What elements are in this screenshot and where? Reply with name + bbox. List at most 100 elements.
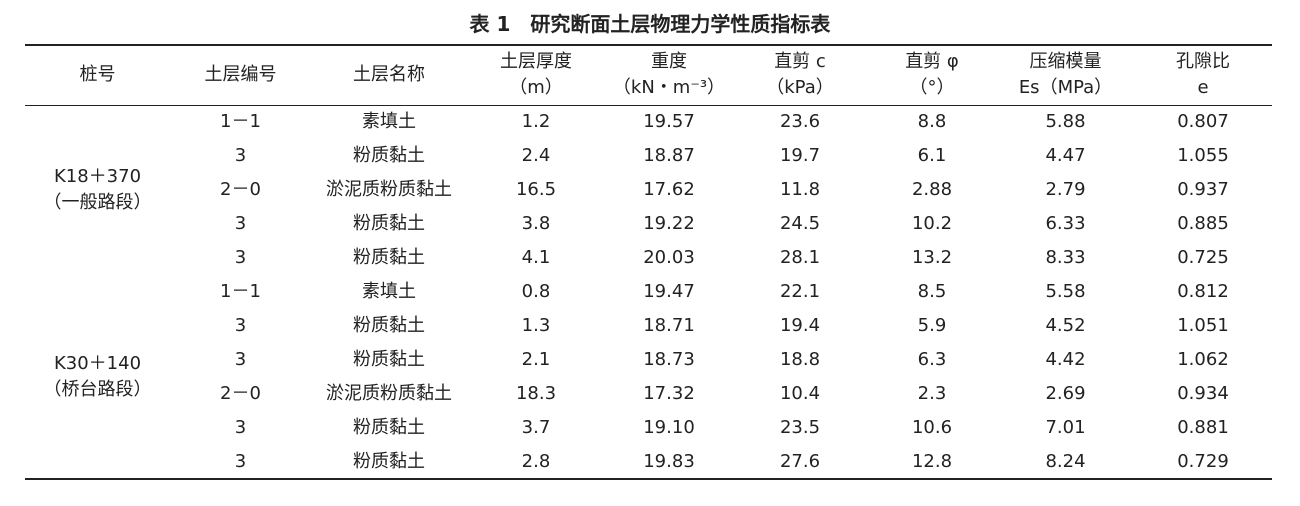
- cell-line: 孔隙比: [1176, 51, 1230, 73]
- table-cell: 淤泥质粉质黏土: [326, 383, 452, 404]
- table-cell: 粉质黏土: [353, 349, 425, 370]
- table-cell: 5.58: [1045, 281, 1086, 302]
- cell-line: 土层厚度: [500, 51, 572, 73]
- table-cell: 素填土: [362, 281, 416, 302]
- table-cell: 16.5: [515, 179, 557, 200]
- table-cell: 2.8: [521, 450, 551, 472]
- table-cell: 18.87: [643, 145, 695, 166]
- table-cell: 10.6: [911, 417, 953, 438]
- table-cell: 12.8: [911, 450, 953, 472]
- table-cell: 7.01: [1045, 417, 1086, 438]
- table-cell: 13.2: [911, 247, 953, 268]
- table-cell: 2－0: [220, 179, 261, 200]
- table-cell: 0.729: [1177, 450, 1229, 472]
- table-cell: 2.79: [1045, 179, 1086, 200]
- cell-line: （桥台路段）: [43, 378, 152, 400]
- table-cell: 3: [234, 315, 247, 336]
- table-cell: 2.69: [1045, 383, 1086, 404]
- cell-line: 桩号: [79, 64, 116, 86]
- table-row: 2－0 淤泥质粉质黏土 16.5 17.62 11.8 2.88 2.79 0.937: [25, 173, 1272, 207]
- table-cell: 1.3: [521, 315, 551, 336]
- table-cell: 2.4: [521, 145, 551, 166]
- table-cell: 淤泥质粉质黏土: [326, 179, 452, 200]
- table-cell: 27.6: [779, 450, 821, 472]
- header-cell: 压缩模量 Es（MPa）: [997, 45, 1134, 105]
- table-cell: 19.57: [643, 111, 695, 133]
- table-cell: 8.33: [1045, 247, 1086, 268]
- table-cell: 8.5: [917, 281, 947, 302]
- table-cell: 粉质黏土: [353, 145, 425, 166]
- cell-line: K18＋370: [53, 166, 142, 188]
- table-cell: 24.5: [779, 213, 821, 234]
- table-cell: 1－1: [220, 281, 261, 302]
- table-cell: 5.88: [1045, 111, 1086, 133]
- table-cell: 28.1: [779, 247, 821, 268]
- table-cell: 1.2: [521, 111, 551, 133]
- table-cell: 1－1: [220, 111, 261, 133]
- table-cell: 18.71: [643, 315, 695, 336]
- table-cell: 0.725: [1177, 247, 1229, 268]
- stake-cell: K18＋370 （一般路段）: [25, 105, 170, 275]
- table-row: 3 粉质黏土 3.8 19.22 24.5 10.2 6.33 0.885: [25, 207, 1272, 241]
- table-cell: 3: [234, 450, 247, 472]
- table-cell: 0.812: [1177, 281, 1229, 302]
- cell-line: K30＋140: [53, 352, 142, 374]
- table-body: K18＋370 （一般路段） 1－1 素填土 1.2 19.57 23.6 8.8 5.88 0.…: [25, 105, 1272, 479]
- table-cell: 粉质黏土: [353, 247, 425, 268]
- table-cell: 0.885: [1177, 213, 1229, 234]
- table-row: 3 粉质黏土 4.1 20.03 28.1 13.2 8.33 0.725: [25, 241, 1272, 275]
- table-cell: 22.1: [779, 281, 821, 302]
- cell-line: 重度: [651, 51, 687, 73]
- table-cell: 4.47: [1045, 145, 1086, 166]
- cell-line: （m）: [509, 77, 563, 99]
- table-cell: 粉质黏土: [353, 213, 425, 234]
- table-cell: 粉质黏土: [353, 417, 425, 438]
- header-cell: 土层厚度 （m）: [467, 45, 605, 105]
- header-row: 桩号 土层编号 土层名称 土层厚度 （m） 重度 （kN・m⁻³） 直剪 c （kPa） 直剪 φ…: [25, 45, 1272, 105]
- table-cell: 3: [234, 417, 247, 438]
- table-cell: 6.1: [917, 145, 947, 166]
- table-header: 桩号 土层编号 土层名称 土层厚度 （m） 重度 （kN・m⁻³） 直剪 c （kPa） 直剪 φ…: [25, 45, 1272, 105]
- table-cell: 3.8: [521, 213, 551, 234]
- table-row: 3 粉质黏土 1.3 18.71 19.4 5.9 4.52 1.051: [25, 309, 1272, 343]
- cell-line: e: [1197, 77, 1209, 99]
- table-cell: 1.051: [1177, 315, 1229, 336]
- table-cell: 18.73: [643, 349, 695, 370]
- cell-line: （°）: [909, 77, 955, 99]
- cell-line: 土层编号: [204, 64, 277, 86]
- table-row: 3 粉质黏土 2.1 18.73 18.8 6.3 4.42 1.062: [25, 343, 1272, 377]
- table-cell: 20.03: [643, 247, 695, 268]
- table-cell: 5.9: [917, 315, 947, 336]
- table-cell: 17.32: [643, 383, 695, 404]
- table-cell: 2－0: [220, 383, 261, 404]
- table-cell: 19.10: [643, 417, 695, 438]
- table-cell: 11.8: [779, 179, 821, 200]
- table-cell: 10.2: [911, 213, 953, 234]
- table-row: K30＋140 （桥台路段） 1－1 素填土 0.8 19.47 22.1 8.5 5.58 0.…: [25, 275, 1272, 400]
- table-cell: 10.4: [779, 383, 821, 404]
- header-cell: 土层编号: [170, 45, 311, 105]
- table-row: 3 粉质黏土 2.4 18.87 19.7 6.1 4.47 1.055: [25, 139, 1272, 173]
- table-row: K18＋370 （一般路段） 1－1 素填土 1.2 19.57 23.6 8.8 5.88 0.…: [25, 105, 1272, 213]
- header-cell: 直剪 c （kPa）: [733, 45, 867, 105]
- table-cell: 17.62: [643, 179, 695, 200]
- cell-line: （kN・m⁻³）: [612, 77, 726, 99]
- table-cell: 2.3: [917, 383, 947, 404]
- table-cell: 23.6: [779, 111, 821, 133]
- table-cell: 2.1: [521, 349, 551, 370]
- cell-line: Es（MPa）: [1018, 77, 1113, 99]
- header-cell: 直剪 φ （°）: [867, 45, 997, 105]
- table-cell: 3.7: [521, 417, 551, 438]
- table-cell: 19.22: [643, 213, 695, 234]
- header-cell: 桩号: [25, 45, 170, 105]
- table-cell: 23.5: [779, 417, 821, 438]
- table-cell: 3: [234, 145, 247, 166]
- cell-line: 直剪 c: [774, 51, 826, 73]
- table-cell: 3: [234, 349, 247, 370]
- cell-line: 土层名称: [353, 64, 425, 86]
- table-cell: 0.807: [1177, 111, 1229, 133]
- stake-cell: K30＋140 （桥台路段）: [25, 275, 170, 479]
- table-cell: 1.055: [1177, 145, 1229, 166]
- header-cell: 土层名称: [311, 45, 467, 105]
